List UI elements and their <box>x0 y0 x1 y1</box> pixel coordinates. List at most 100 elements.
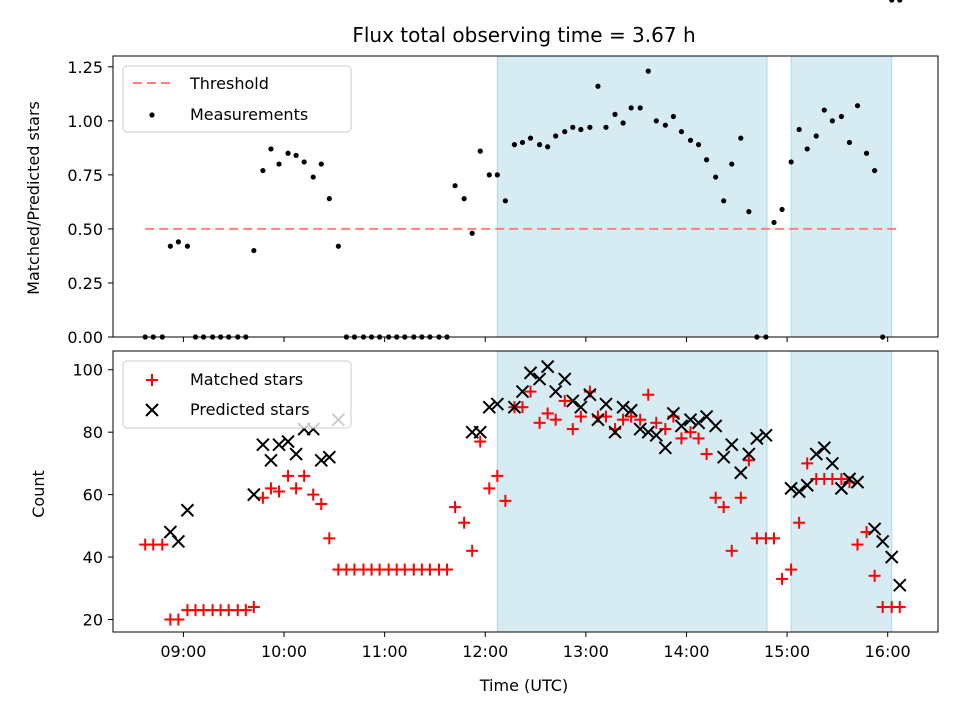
measurement-point <box>587 124 593 130</box>
predicted-star-point <box>314 453 328 467</box>
top-y-tick-label: 0.25 <box>67 274 103 293</box>
measurement-point <box>268 146 274 152</box>
predicted-star-point <box>784 481 798 496</box>
predicted-star-point <box>256 437 270 452</box>
measurement-point <box>318 161 324 167</box>
matched-star-point <box>574 410 587 423</box>
predicted-star-point <box>322 450 337 464</box>
x-tick-label: 12:00 <box>462 642 508 661</box>
matched-star-point <box>617 413 630 426</box>
matched-star-point <box>709 491 722 504</box>
matched-star-point <box>449 501 462 514</box>
bottom-y-tick-label: 40 <box>83 548 103 567</box>
top-panel-ratio: 0.00 0.25 0.50 0.75 1.00 1.25 Matched/Predict… <box>24 0 939 347</box>
matched-star-point <box>298 469 311 482</box>
shaded-interval <box>496 55 768 338</box>
measurement-point <box>285 150 291 156</box>
legend-predicted-swatch <box>145 403 159 417</box>
legend-matched-label: Matched stars <box>190 370 303 389</box>
measurement-point <box>779 206 785 213</box>
predicted-star-point <box>599 397 613 411</box>
measurement-point <box>721 198 727 204</box>
measurement-point <box>846 139 853 146</box>
matched-star-point <box>851 538 864 551</box>
measurement-point <box>502 198 508 204</box>
bottom-y-tick-label: 60 <box>83 486 103 505</box>
measurement-point <box>595 83 601 89</box>
predicted-star-point <box>583 388 597 402</box>
matched-star-point <box>725 544 738 557</box>
matched-star-point <box>558 394 571 407</box>
predicted-star-point <box>507 400 522 414</box>
predicted-star-point <box>691 416 706 430</box>
measurement-point <box>670 113 676 120</box>
predicted-star-point <box>825 456 840 471</box>
measurement-point <box>804 146 810 152</box>
predicted-star-point <box>893 578 907 592</box>
matched-star-point <box>516 401 529 414</box>
matched-star-point <box>247 601 260 614</box>
measurement-point <box>469 230 475 236</box>
predicted-star-point <box>540 359 555 374</box>
measurement-point <box>738 135 744 141</box>
measurement-point <box>184 243 191 249</box>
measurement-point <box>771 219 777 226</box>
matched-star-point <box>549 413 562 426</box>
matched-star-point <box>256 491 269 504</box>
x-tick-label: 10:00 <box>261 642 307 661</box>
top-shaded-intervals <box>496 55 893 338</box>
measurement-point <box>494 172 500 178</box>
measurement-point <box>603 124 609 130</box>
bottom-legend: Matched stars Predicted stars <box>122 360 352 429</box>
matched-star-point <box>499 494 512 507</box>
measurement-point <box>678 129 685 135</box>
matched-star-points <box>139 385 906 626</box>
matched-star-point <box>315 497 328 510</box>
matched-star-point <box>700 448 713 461</box>
matched-star-point <box>717 501 730 514</box>
matched-star-point <box>483 482 496 495</box>
predicted-star-point <box>641 425 655 439</box>
bottom-panel-counts: 09:00 10:00 11:00 12:00 13:00 14:00 15:00 16:00… <box>29 350 939 695</box>
predicted-star-point <box>649 428 663 443</box>
predicted-star-point <box>473 425 487 439</box>
matched-star-point <box>776 572 789 585</box>
top-y-tick-label: 0.00 <box>67 328 103 347</box>
measurement-point <box>562 129 568 135</box>
measurement-point <box>326 196 332 202</box>
measurement-point <box>310 174 316 180</box>
matched-star-point <box>172 613 185 626</box>
matched-star-point <box>491 469 504 482</box>
predicted-star-point <box>591 412 605 427</box>
chart-title: Flux total observing time = 3.67 h <box>352 23 695 47</box>
matched-star-point <box>282 469 295 482</box>
matched-star-point <box>734 491 747 504</box>
measurement-point <box>854 103 861 109</box>
matched-star-point <box>835 473 848 486</box>
x-tick-label: 13:00 <box>563 642 609 661</box>
predicted-star-point <box>247 487 261 502</box>
top-y-tick-label: 0.75 <box>67 166 103 185</box>
predicted-star-point <box>674 419 689 433</box>
matched-star-point <box>868 569 881 582</box>
predicted-star-point <box>708 419 723 433</box>
predicted-star-point <box>272 437 286 452</box>
predicted-star-point <box>558 372 572 386</box>
measurement-point <box>645 68 651 74</box>
measurement-point <box>729 161 735 167</box>
matched-star-point <box>273 485 286 498</box>
matched-star-point <box>441 563 454 576</box>
measurement-point <box>175 239 181 245</box>
top-axes-frame <box>112 55 939 338</box>
matched-star-point <box>524 385 537 398</box>
x-axis-label: Time (UTC) <box>479 676 568 695</box>
measurement-point <box>821 107 827 113</box>
matched-star-point <box>466 544 479 557</box>
measurement-point <box>461 196 467 202</box>
predicted-star-point <box>666 406 681 421</box>
measurement-point <box>452 183 458 189</box>
measurement-point <box>536 142 543 148</box>
measurement-point <box>519 139 526 146</box>
measurement-point <box>796 126 802 133</box>
